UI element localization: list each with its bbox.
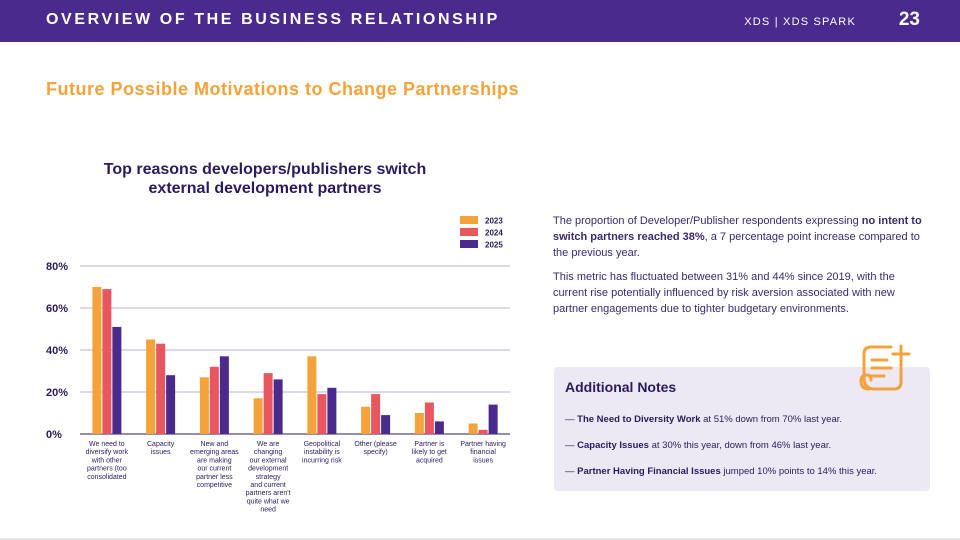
bar-2025 [166, 375, 176, 434]
bar-2023 [146, 339, 156, 434]
summary-text-b: , a 7 percentage point increase compared… [553, 231, 920, 259]
legend-swatch-2023 [460, 216, 478, 224]
page-number: 23 [898, 9, 920, 30]
notes-title: Additional Notes [565, 379, 677, 395]
note-item: — Capacity Issues at 30% this year, down… [565, 440, 925, 451]
category-label: Capacity issues [147, 441, 175, 456]
chart-title: Top reasons developers/publishers switch… [103, 161, 427, 197]
header-brand: XDS | XDS SPARK [744, 16, 856, 28]
summary-paragraph-1: The proportion of Developer/Publisher re… [553, 213, 928, 261]
legend-label: 2024 [485, 229, 503, 238]
bar-2025 [488, 404, 498, 434]
category-label: New and emerging areas are making our curre… [190, 441, 239, 489]
category-label: Other (please specify) [354, 441, 397, 456]
bar-2024 [156, 343, 166, 434]
bar-2023 [199, 377, 209, 434]
legend-swatch-2024 [460, 228, 478, 236]
summary-text-a: The proportion of Developer/Publisher re… [553, 215, 862, 227]
y-tick-label: 20% [46, 387, 68, 399]
category-label: Partner having financial issues [460, 441, 506, 464]
header-bar: OVERVIEW OF THE BUSINESS RELATIONSHIP XD… [0, 0, 960, 42]
bar-2025 [273, 379, 283, 434]
note-dash: — [565, 440, 575, 451]
bar-2025 [112, 326, 122, 434]
note-rest: at 30% this year, down from 46% last yea… [648, 440, 832, 451]
category-label: Geopolitical instability is incurring risk [302, 441, 342, 464]
bar-2024 [317, 394, 327, 434]
bar-2023 [307, 356, 317, 434]
note-item: — Partner Having Financial Issues jumped… [565, 466, 925, 477]
summary-paragraph-2: This metric has fluctuated between 31% a… [553, 271, 895, 315]
bar-chart: 0% 20% 40% 60% 80% We need to diversify work wi… [46, 216, 510, 514]
bar-2024 [424, 402, 434, 434]
note-add-icon [859, 344, 911, 391]
bar-2025 [327, 387, 337, 434]
bar-2024 [478, 429, 488, 434]
bar-2024 [371, 394, 381, 434]
legend-swatch-2025 [460, 240, 478, 248]
note-rest: at 51% down from 70% last year. [700, 414, 843, 425]
note-bold: Capacity Issues [577, 440, 649, 451]
notes-list: — The Need to Diversity Work at 51% down… [565, 414, 925, 492]
bar-2025 [219, 356, 229, 434]
header-title: OVERVIEW OF THE BUSINESS RELATIONSHIP [46, 11, 500, 28]
bar-2024 [263, 373, 273, 434]
y-tick-label: 80% [46, 261, 68, 273]
bar-2025 [434, 421, 444, 434]
bar-2023 [92, 287, 102, 434]
y-tick-label: 60% [46, 303, 68, 315]
category-label: We are changing our external development str… [246, 441, 291, 514]
note-bold: Partner Having Financial Issues [577, 466, 721, 477]
category-label: We need to diversify work with other partne… [86, 441, 129, 481]
summary-text: The proportion of Developer/Publisher re… [553, 213, 928, 325]
bar-2024 [209, 366, 219, 434]
bar-2023 [414, 413, 424, 434]
bottom-rule [0, 538, 960, 540]
bar-2025 [381, 415, 391, 434]
y-tick-label: 0% [46, 429, 62, 441]
bar-2024 [102, 289, 112, 434]
bar-2023 [468, 423, 478, 434]
summary-text-bold: no intent to switch partners reached 38% [553, 215, 922, 243]
bar-2023 [253, 398, 263, 434]
legend-label: 2023 [485, 217, 503, 226]
note-rest: jumped 10% points to 14% this year. [720, 466, 878, 477]
section-title: Future Possible Motivations to Change Pa… [46, 79, 520, 99]
category-label: Partner is likely to get acquired [412, 441, 447, 464]
note-dash: — [565, 414, 575, 425]
note-bold: The Need to Diversity Work [577, 414, 701, 425]
legend-label: 2025 [485, 241, 503, 250]
y-tick-label: 40% [46, 345, 68, 357]
note-dash: — [565, 466, 575, 477]
bar-2023 [361, 406, 371, 434]
note-item: — The Need to Diversity Work at 51% down… [565, 414, 925, 425]
